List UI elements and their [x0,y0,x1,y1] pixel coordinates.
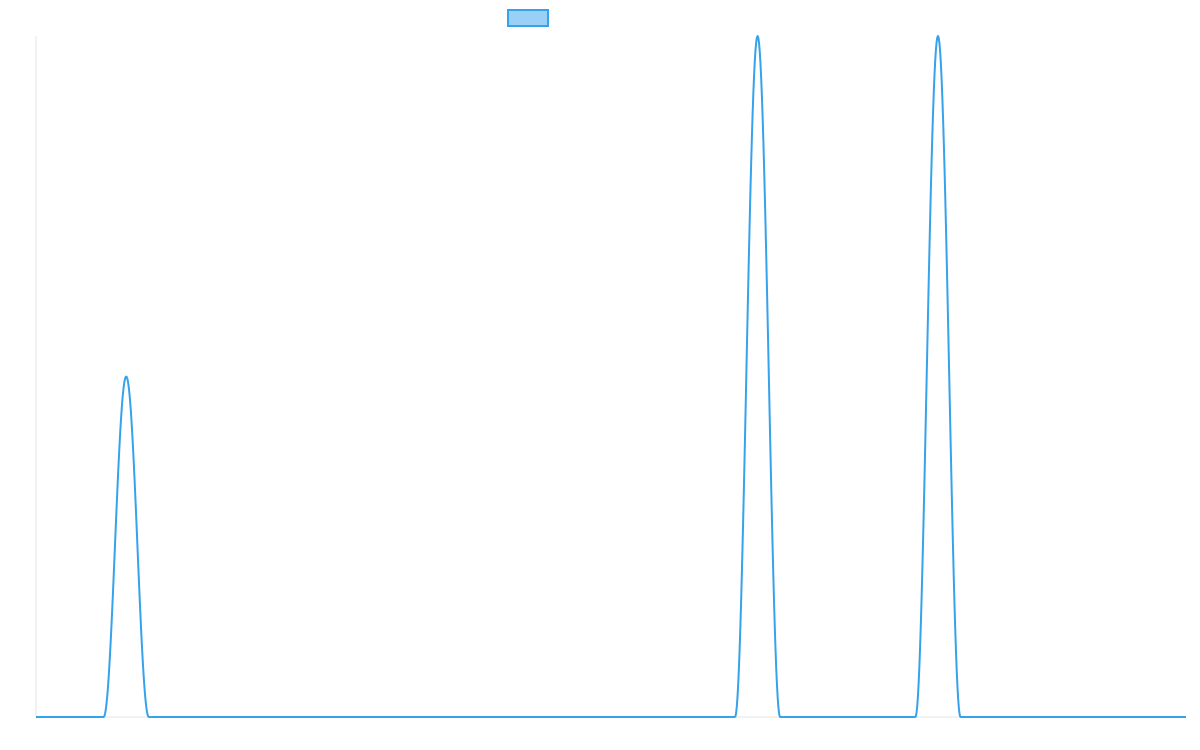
data-point[interactable] [304,714,310,720]
data-point[interactable] [958,714,964,720]
data-point[interactable] [1070,714,1076,720]
data-point[interactable] [1160,714,1166,720]
data-point[interactable] [732,714,738,720]
data-point[interactable] [890,714,896,720]
data-point[interactable] [777,714,783,720]
data-point[interactable] [845,714,851,720]
plot-area [33,33,1189,720]
data-point[interactable] [800,714,806,720]
data-point[interactable] [56,714,62,720]
data-point[interactable] [552,714,558,720]
data-point[interactable] [912,714,918,720]
legend[interactable] [507,9,549,27]
data-point[interactable] [1048,714,1054,720]
peak-point[interactable] [123,374,129,380]
data-point[interactable] [191,714,197,720]
data-point[interactable] [33,714,39,720]
data-point[interactable] [146,714,152,720]
data-point[interactable] [867,714,873,720]
data-point[interactable] [461,714,467,720]
data-point[interactable] [349,714,355,720]
data-point[interactable] [980,714,986,720]
data-point[interactable] [822,714,828,720]
data-point[interactable] [439,714,445,720]
data-point[interactable] [597,714,603,720]
data-point[interactable] [371,714,377,720]
series-line [35,35,1187,718]
data-point[interactable] [213,714,219,720]
data-point[interactable] [1183,714,1189,720]
data-point[interactable] [484,714,490,720]
data-point[interactable] [529,714,535,720]
data-point[interactable] [687,714,693,720]
data-point[interactable] [326,714,332,720]
data-point[interactable] [236,714,242,720]
data-point[interactable] [619,714,625,720]
data-point[interactable] [507,714,513,720]
data-point[interactable] [709,714,715,720]
data-point[interactable] [101,714,107,720]
data-point[interactable] [642,714,648,720]
data-point[interactable] [258,714,264,720]
data-point[interactable] [574,714,580,720]
data-point[interactable] [78,714,84,720]
data-point[interactable] [1138,714,1144,720]
data-point[interactable] [416,714,422,720]
data-point[interactable] [1025,714,1031,720]
data-point[interactable] [394,714,400,720]
data-point[interactable] [664,714,670,720]
data-point[interactable] [1093,714,1099,720]
legend-swatch[interactable] [507,9,549,27]
data-point[interactable] [1003,714,1009,720]
peak-point[interactable] [755,33,761,39]
data-point[interactable] [1115,714,1121,720]
data-point[interactable] [281,714,287,720]
peak-point[interactable] [935,33,941,39]
data-point[interactable] [168,714,174,720]
